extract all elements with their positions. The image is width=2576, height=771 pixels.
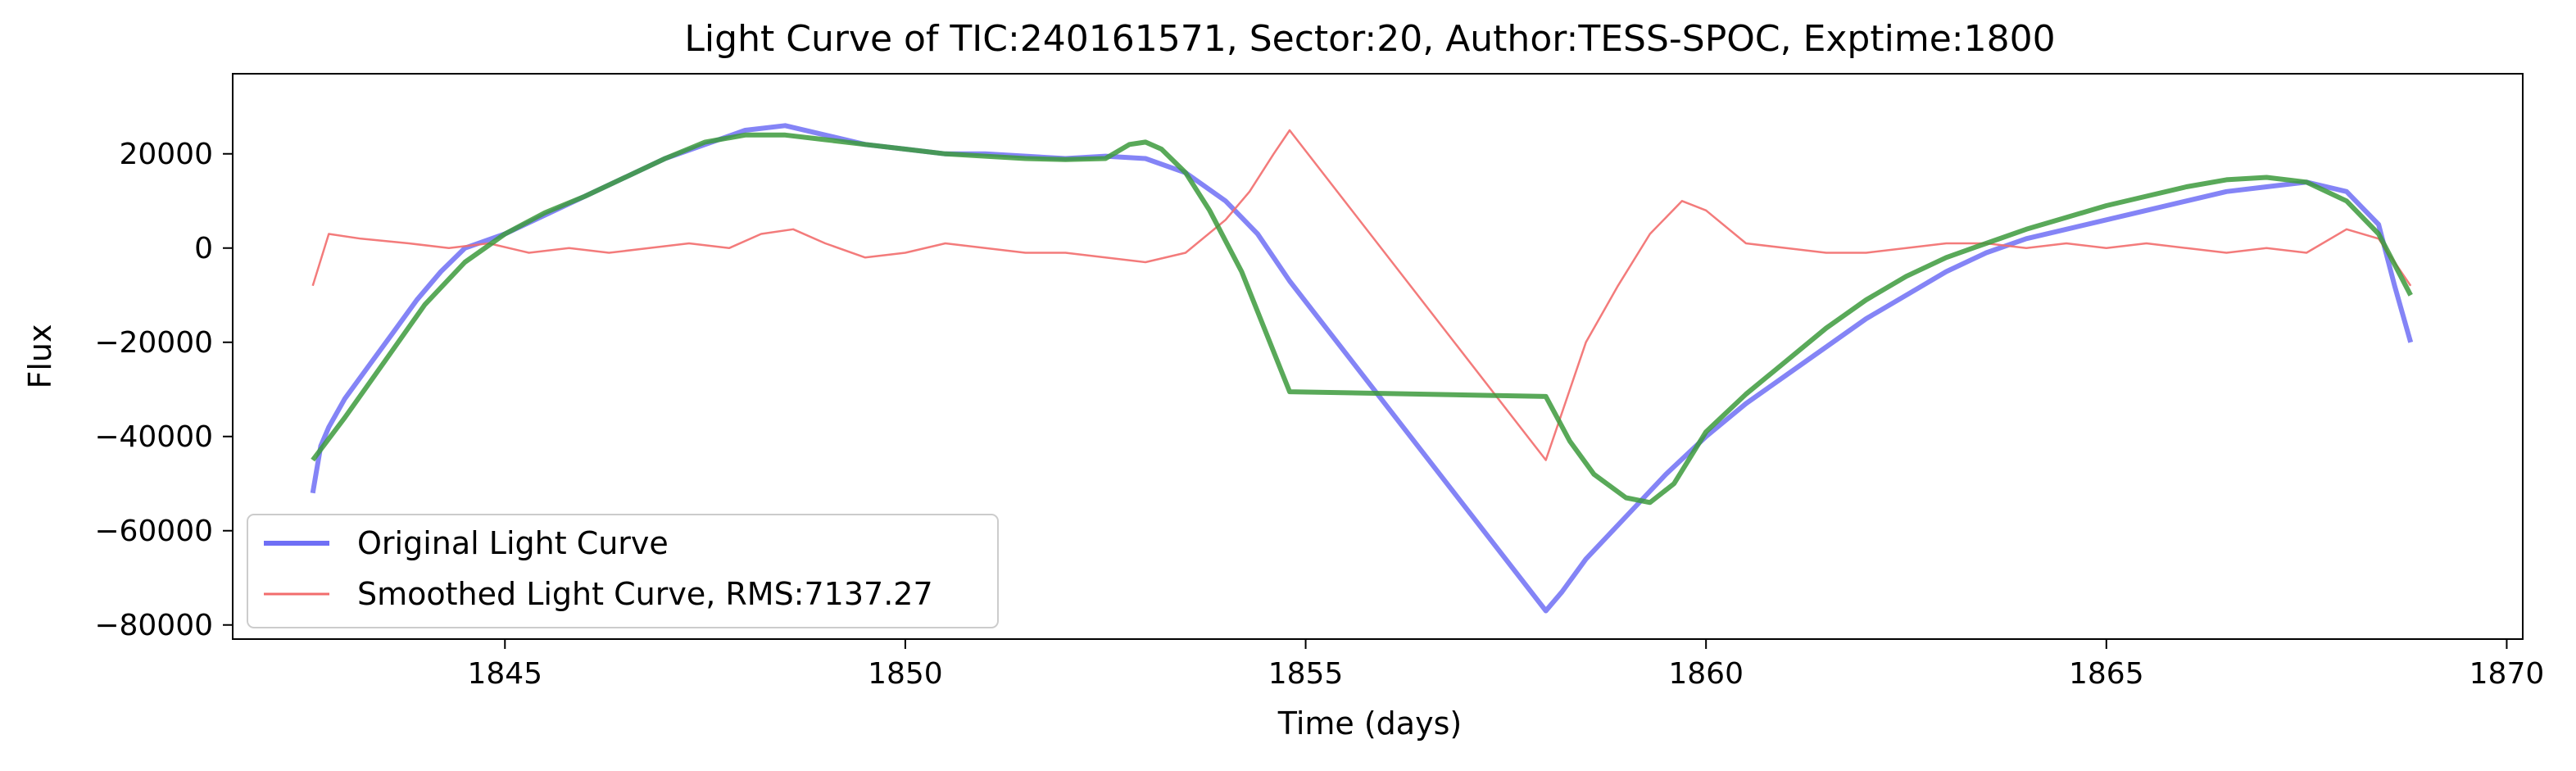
x-tick-label: 1870: [2469, 657, 2545, 691]
y-tick-label: −60000: [94, 515, 213, 548]
y-tick-label: −80000: [94, 609, 213, 642]
series-line-2: [311, 132, 2413, 506]
x-tick-label: 1850: [868, 657, 943, 691]
plot-frame: [232, 73, 2524, 640]
y-axis-ticks: 20000 0 −20000 −40000 −60000 −80000: [94, 138, 233, 642]
legend-label-original: Original Light Curve: [357, 525, 669, 561]
x-tick-label: 1855: [1268, 657, 1344, 691]
legend-box: [247, 514, 999, 628]
x-tick-label: 1845: [467, 657, 542, 691]
x-axis-label: Time (days): [1277, 705, 1462, 742]
y-axis-label: Flux: [22, 324, 58, 389]
x-tick-label: 1865: [2069, 657, 2144, 691]
x-tick-label: 1860: [1668, 657, 1744, 691]
legend-label-smoothed: Smoothed Light Curve, RMS:7137.27: [357, 576, 933, 612]
plot-area: 1845 1850 1855 1860 1865 1870 20000 0 −20000 −40…: [94, 73, 2544, 691]
y-tick-label: −20000: [94, 326, 213, 360]
y-tick-label: −40000: [94, 420, 213, 454]
chart-title: Light Curve of TIC:240161571, Sector:20,…: [684, 18, 2055, 60]
series-line-1: [311, 129, 2412, 461]
y-tick-label: 0: [194, 232, 213, 265]
y-tick-label: 20000: [119, 138, 213, 171]
x-axis-ticks: 1845 1850 1855 1860 1865 1870: [467, 639, 2544, 691]
series-layer: [310, 123, 2414, 614]
legend: Original Light Curve Smoothed Light Curv…: [247, 514, 999, 628]
